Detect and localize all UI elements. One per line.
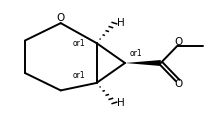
Text: or1: or1 xyxy=(72,39,85,48)
Text: or1: or1 xyxy=(72,71,85,80)
Polygon shape xyxy=(125,60,161,66)
Text: or1: or1 xyxy=(129,49,142,58)
Text: H: H xyxy=(117,18,125,27)
Text: O: O xyxy=(57,12,65,23)
Text: O: O xyxy=(174,79,183,89)
Text: O: O xyxy=(174,37,183,48)
Text: H: H xyxy=(117,99,125,108)
